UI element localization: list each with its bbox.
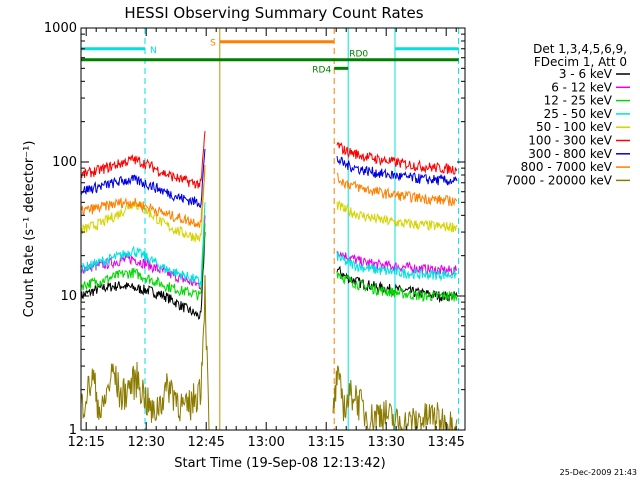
state-bar-label: S (210, 39, 216, 49)
x-tick-label: 12:30 (127, 435, 164, 450)
legend-label: 25 - 50 keV (544, 107, 613, 121)
legend-label: 50 - 100 keV (536, 120, 613, 134)
legend-label: 6 - 12 keV (551, 80, 613, 94)
x-tick-label: 13:30 (367, 435, 404, 450)
footer-timestamp: 25-Dec-2009 21:43 (560, 468, 637, 477)
plot-frame (80, 27, 466, 431)
series-800-7000-kev (80, 164, 458, 228)
y-axis-label: Count Rate (s⁻¹ detector⁻¹) (22, 141, 37, 318)
y-tick-label: 10 (60, 289, 77, 304)
state-bar-label: RD4 (312, 65, 331, 75)
series-line (336, 250, 458, 282)
series-line (336, 155, 458, 186)
series-line (80, 202, 206, 287)
state-bar-label: RD0 (349, 50, 368, 60)
legend-label: 7000 - 20000 keV (505, 173, 612, 187)
x-axis: 12:15 12:30 12:45 13:00 13:15 13:30 13:45 (67, 28, 465, 450)
y-tick-label: 1000 (44, 21, 77, 36)
legend-header: Det 1,3,4,5,6,9, (533, 42, 627, 56)
legend: Det 1,3,4,5,6,9,FDecim 1, Att 03 - 6 keV… (505, 42, 630, 187)
legend-label: 12 - 25 keV (544, 94, 613, 108)
x-axis-label: Start Time (19-Sep-08 12:13:42) (174, 456, 385, 471)
series-line (336, 271, 458, 303)
state-bar-label: N (150, 46, 157, 56)
series-300-800-kev (80, 148, 458, 209)
series-line (336, 142, 458, 175)
instrument-bars: N S RD0 RD4 (81, 39, 459, 75)
series-layer (80, 131, 458, 431)
x-tick-label: 13:15 (307, 435, 344, 450)
series-7000-20000-kev (80, 275, 458, 431)
legend-label: 800 - 7000 keV (521, 160, 613, 174)
series-100-300-kev (80, 131, 458, 189)
series-line (80, 148, 206, 209)
legend-label: 100 - 300 keV (528, 134, 612, 148)
y-tick-label: 1 (69, 423, 77, 438)
x-tick-label: 13:00 (247, 435, 284, 450)
y-axis: 1 10 100 1000 (44, 21, 465, 438)
series-50-100-kev (81, 168, 458, 243)
legend-label: 300 - 800 keV (528, 147, 612, 161)
x-tick-label: 13:45 (427, 435, 464, 450)
series-line (80, 164, 206, 228)
series-line (81, 168, 206, 243)
chart-title: HESSI Observing Summary Count Rates (124, 4, 423, 22)
series-line (80, 275, 210, 431)
legend-header: FDecim 1, Att 0 (534, 55, 627, 69)
series-line (336, 172, 458, 207)
series-25-50-kev (80, 202, 458, 287)
series-line (336, 199, 458, 233)
series-line (80, 223, 206, 301)
x-tick-label: 12:15 (67, 435, 104, 450)
y-tick-label: 100 (52, 155, 77, 170)
x-tick-label: 12:45 (187, 435, 224, 450)
series-line (332, 365, 458, 431)
legend-label: 3 - 6 keV (559, 67, 613, 81)
series-line (80, 131, 206, 189)
series-12-25-kev (80, 223, 458, 303)
